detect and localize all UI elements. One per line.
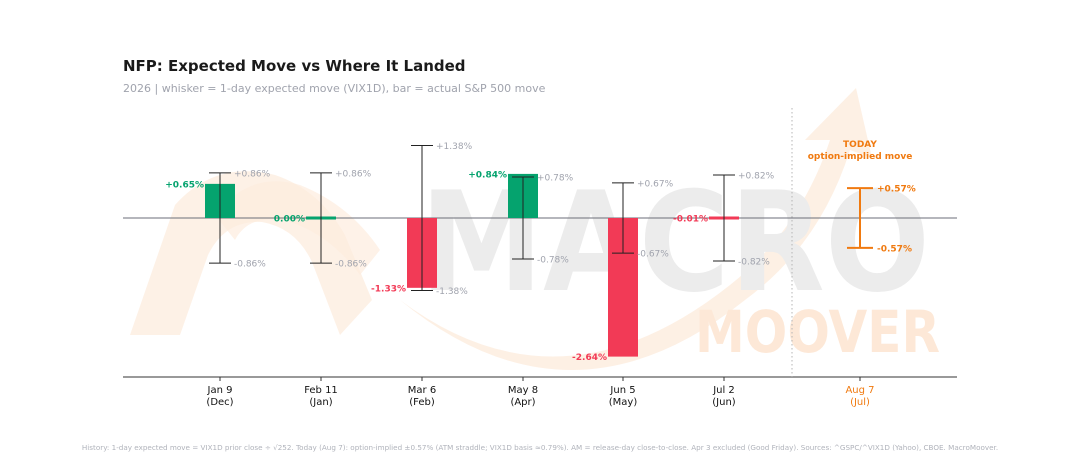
x-tick-date-label: Feb 11 — [304, 385, 338, 396]
expected-lower-label: -1.38% — [436, 287, 468, 297]
expected-lower-label: -0.86% — [234, 260, 266, 270]
x-tick-month-label: (Jan) — [309, 397, 332, 408]
x-tick-month-label: (May) — [609, 397, 638, 408]
x-tick-month-label: (Feb) — [409, 397, 435, 408]
chart-subtitle: 2026 | whisker = 1-day expected move (VI… — [123, 82, 546, 95]
x-tick-date-label: Jun 5 — [609, 385, 635, 396]
expected-lower-label: -0.82% — [738, 258, 770, 268]
macromoover-watermark-logo: MACRO MOOVER — [130, 88, 940, 370]
x-tick-month-label: (Jun) — [712, 397, 736, 408]
today-lower-label: -0.57% — [877, 244, 912, 254]
x-tick-date-label: Jan 9 — [207, 385, 233, 396]
today-heading: TODAY — [843, 140, 877, 150]
expected-lower-label: -0.86% — [335, 260, 367, 270]
expected-upper-label: +1.38% — [436, 142, 473, 152]
today-upper-label: +0.57% — [877, 185, 916, 195]
actual-move-label: +0.65% — [165, 180, 204, 190]
today-subheading: option-implied move — [808, 152, 913, 162]
actual-move-label: -0.01% — [673, 215, 708, 225]
chart-title: NFP: Expected Move vs Where It Landed — [123, 57, 466, 75]
today-month-label: (Jul) — [850, 397, 870, 408]
actual-move-label: +0.84% — [468, 170, 507, 180]
x-tick-month-label: (Apr) — [510, 397, 535, 408]
actual-move-label: -2.64% — [572, 353, 607, 363]
watermark-moover-text: MOOVER — [695, 298, 940, 366]
x-tick-month-label: (Dec) — [206, 397, 233, 408]
expected-lower-label: -0.67% — [637, 250, 669, 260]
expected-upper-label: +0.82% — [738, 171, 775, 181]
chart-marks: +0.86% -0.86% +0.65% Jan 9(Dec) +0.86% -0.86%… — [165, 140, 916, 408]
chart-footnote: History: 1-day expected move = VIX1D pri… — [81, 443, 999, 452]
x-tick-date-label: Mar 6 — [408, 385, 436, 396]
actual-move-label: -1.33% — [371, 284, 406, 294]
actual-move-label: 0.00% — [274, 215, 305, 225]
expected-lower-label: -0.78% — [537, 255, 569, 265]
x-tick-date-label: May 8 — [508, 385, 538, 396]
expected-upper-label: +0.78% — [537, 174, 574, 184]
watermark-macro-text: MACRO — [420, 162, 930, 323]
x-tick-date-label: Jul 2 — [712, 385, 735, 396]
today-date-label: Aug 7 — [845, 385, 874, 396]
expected-upper-label: +0.86% — [335, 169, 372, 179]
expected-upper-label: +0.67% — [637, 179, 674, 189]
expected-upper-label: +0.86% — [234, 169, 271, 179]
